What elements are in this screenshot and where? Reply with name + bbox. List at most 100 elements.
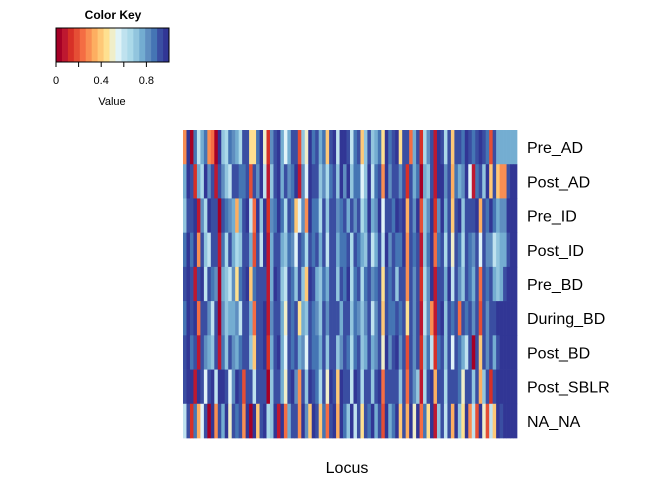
heatmap-cell bbox=[318, 301, 323, 336]
heatmap-cell bbox=[322, 232, 326, 268]
heatmap-cell bbox=[423, 130, 427, 165]
heatmap-cell bbox=[457, 130, 462, 165]
heatmap-cell bbox=[436, 335, 441, 370]
heatmap-cell bbox=[496, 403, 500, 439]
heatmap-cell bbox=[395, 164, 400, 199]
heatmap-cell bbox=[510, 335, 514, 370]
heatmap-cell bbox=[478, 164, 483, 199]
heatmap-cell bbox=[322, 266, 326, 302]
heatmap-cell bbox=[200, 403, 205, 439]
heatmap-cell bbox=[221, 301, 226, 336]
heatmap-cell bbox=[350, 266, 354, 302]
heatmap-cell bbox=[259, 301, 264, 336]
heatmap-cell bbox=[221, 164, 226, 199]
heatmap-cell bbox=[464, 198, 469, 234]
heatmap-cell bbox=[280, 266, 285, 302]
heatmap-cell bbox=[398, 403, 403, 439]
heatmap-cell bbox=[454, 130, 459, 165]
heatmap-cell bbox=[235, 164, 240, 199]
heatmap-cell bbox=[196, 164, 201, 199]
heatmap-cell bbox=[405, 232, 410, 268]
heatmap-cell bbox=[214, 301, 219, 336]
heatmap-cell bbox=[252, 335, 257, 370]
heatmap-cell bbox=[409, 232, 413, 268]
heatmap-cell bbox=[329, 403, 333, 439]
heatmap-cell bbox=[454, 198, 459, 234]
heatmap-cell bbox=[203, 164, 208, 199]
heatmap-cell bbox=[356, 130, 361, 165]
heatmap-cell bbox=[252, 198, 257, 234]
heatmap-cell bbox=[391, 130, 396, 165]
heatmap-cell bbox=[388, 164, 393, 199]
heatmap-cell bbox=[231, 130, 236, 165]
heatmap-cell bbox=[430, 164, 434, 199]
heatmap-cell bbox=[377, 369, 382, 405]
heatmap-cell bbox=[464, 301, 469, 336]
heatmap-cell bbox=[471, 130, 476, 165]
heatmap-cell bbox=[391, 198, 396, 234]
heatmap-cell bbox=[430, 266, 434, 302]
heatmap-cell bbox=[294, 301, 299, 336]
heatmap-cell bbox=[290, 198, 295, 234]
heatmap-cell bbox=[363, 335, 368, 370]
heatmap-cell bbox=[273, 369, 278, 405]
heatmap-cell bbox=[183, 130, 187, 165]
heatmap-cell bbox=[409, 403, 413, 439]
heatmap-cell bbox=[402, 164, 407, 199]
heatmap-cell bbox=[186, 403, 191, 439]
heatmap-cell bbox=[217, 164, 222, 199]
heatmap-cell bbox=[186, 301, 191, 336]
heatmap-cell bbox=[189, 335, 194, 370]
heatmap-cell bbox=[266, 130, 271, 165]
heatmap-cell bbox=[297, 130, 302, 165]
heatmap-cell bbox=[440, 335, 445, 370]
heatmap-cell bbox=[475, 266, 480, 302]
heatmap-cell bbox=[367, 369, 372, 405]
heatmap-cell bbox=[436, 266, 441, 302]
heatmap-cell bbox=[426, 130, 431, 165]
heatmap-cell bbox=[249, 335, 253, 370]
heatmap-cell bbox=[384, 335, 389, 370]
heatmap-cell bbox=[377, 301, 382, 336]
heatmap-cell bbox=[301, 198, 306, 234]
heatmap-cell bbox=[336, 164, 340, 199]
heatmap-cell bbox=[503, 301, 507, 336]
heatmap-cell bbox=[210, 164, 215, 199]
heatmap-cell bbox=[360, 232, 365, 268]
heatmap-cell bbox=[457, 198, 462, 234]
heatmap-cell bbox=[492, 130, 497, 165]
heatmap-cell bbox=[329, 164, 333, 199]
heatmap-cell bbox=[210, 130, 215, 165]
heatmap-cell bbox=[384, 266, 389, 302]
heatmap-cell bbox=[457, 369, 462, 405]
heatmap-cell bbox=[322, 403, 326, 439]
heatmap-cell bbox=[249, 369, 253, 405]
heatmap-cell bbox=[374, 198, 379, 234]
heatmap-cell bbox=[499, 301, 504, 336]
heatmap-cell bbox=[485, 164, 490, 199]
heatmap-cell bbox=[329, 130, 333, 165]
heatmap-cell bbox=[311, 164, 316, 199]
heatmap-cell bbox=[384, 301, 389, 336]
heatmap-cell bbox=[263, 335, 267, 370]
heatmap-cell bbox=[283, 164, 288, 199]
heatmap-cell bbox=[496, 301, 500, 336]
heatmap-cell bbox=[301, 403, 306, 439]
heatmap-cell bbox=[224, 369, 229, 405]
heatmap-cell bbox=[231, 301, 236, 336]
heatmap-cell bbox=[492, 369, 497, 405]
heatmap-cell bbox=[343, 369, 347, 405]
heatmap-cell bbox=[256, 369, 260, 405]
heatmap-cell bbox=[482, 369, 487, 405]
heatmap-cell bbox=[318, 403, 323, 439]
color-key-swatch bbox=[133, 28, 140, 62]
heatmap-cell bbox=[235, 266, 240, 302]
heatmap-cell bbox=[249, 164, 253, 199]
heatmap-cell bbox=[186, 232, 191, 268]
heatmap-cell bbox=[256, 335, 260, 370]
heatmap-cell bbox=[235, 301, 240, 336]
heatmap-cell bbox=[242, 266, 246, 302]
heatmap-cell bbox=[395, 369, 400, 405]
heatmap-cell bbox=[374, 369, 379, 405]
heatmap-cell bbox=[433, 403, 438, 439]
